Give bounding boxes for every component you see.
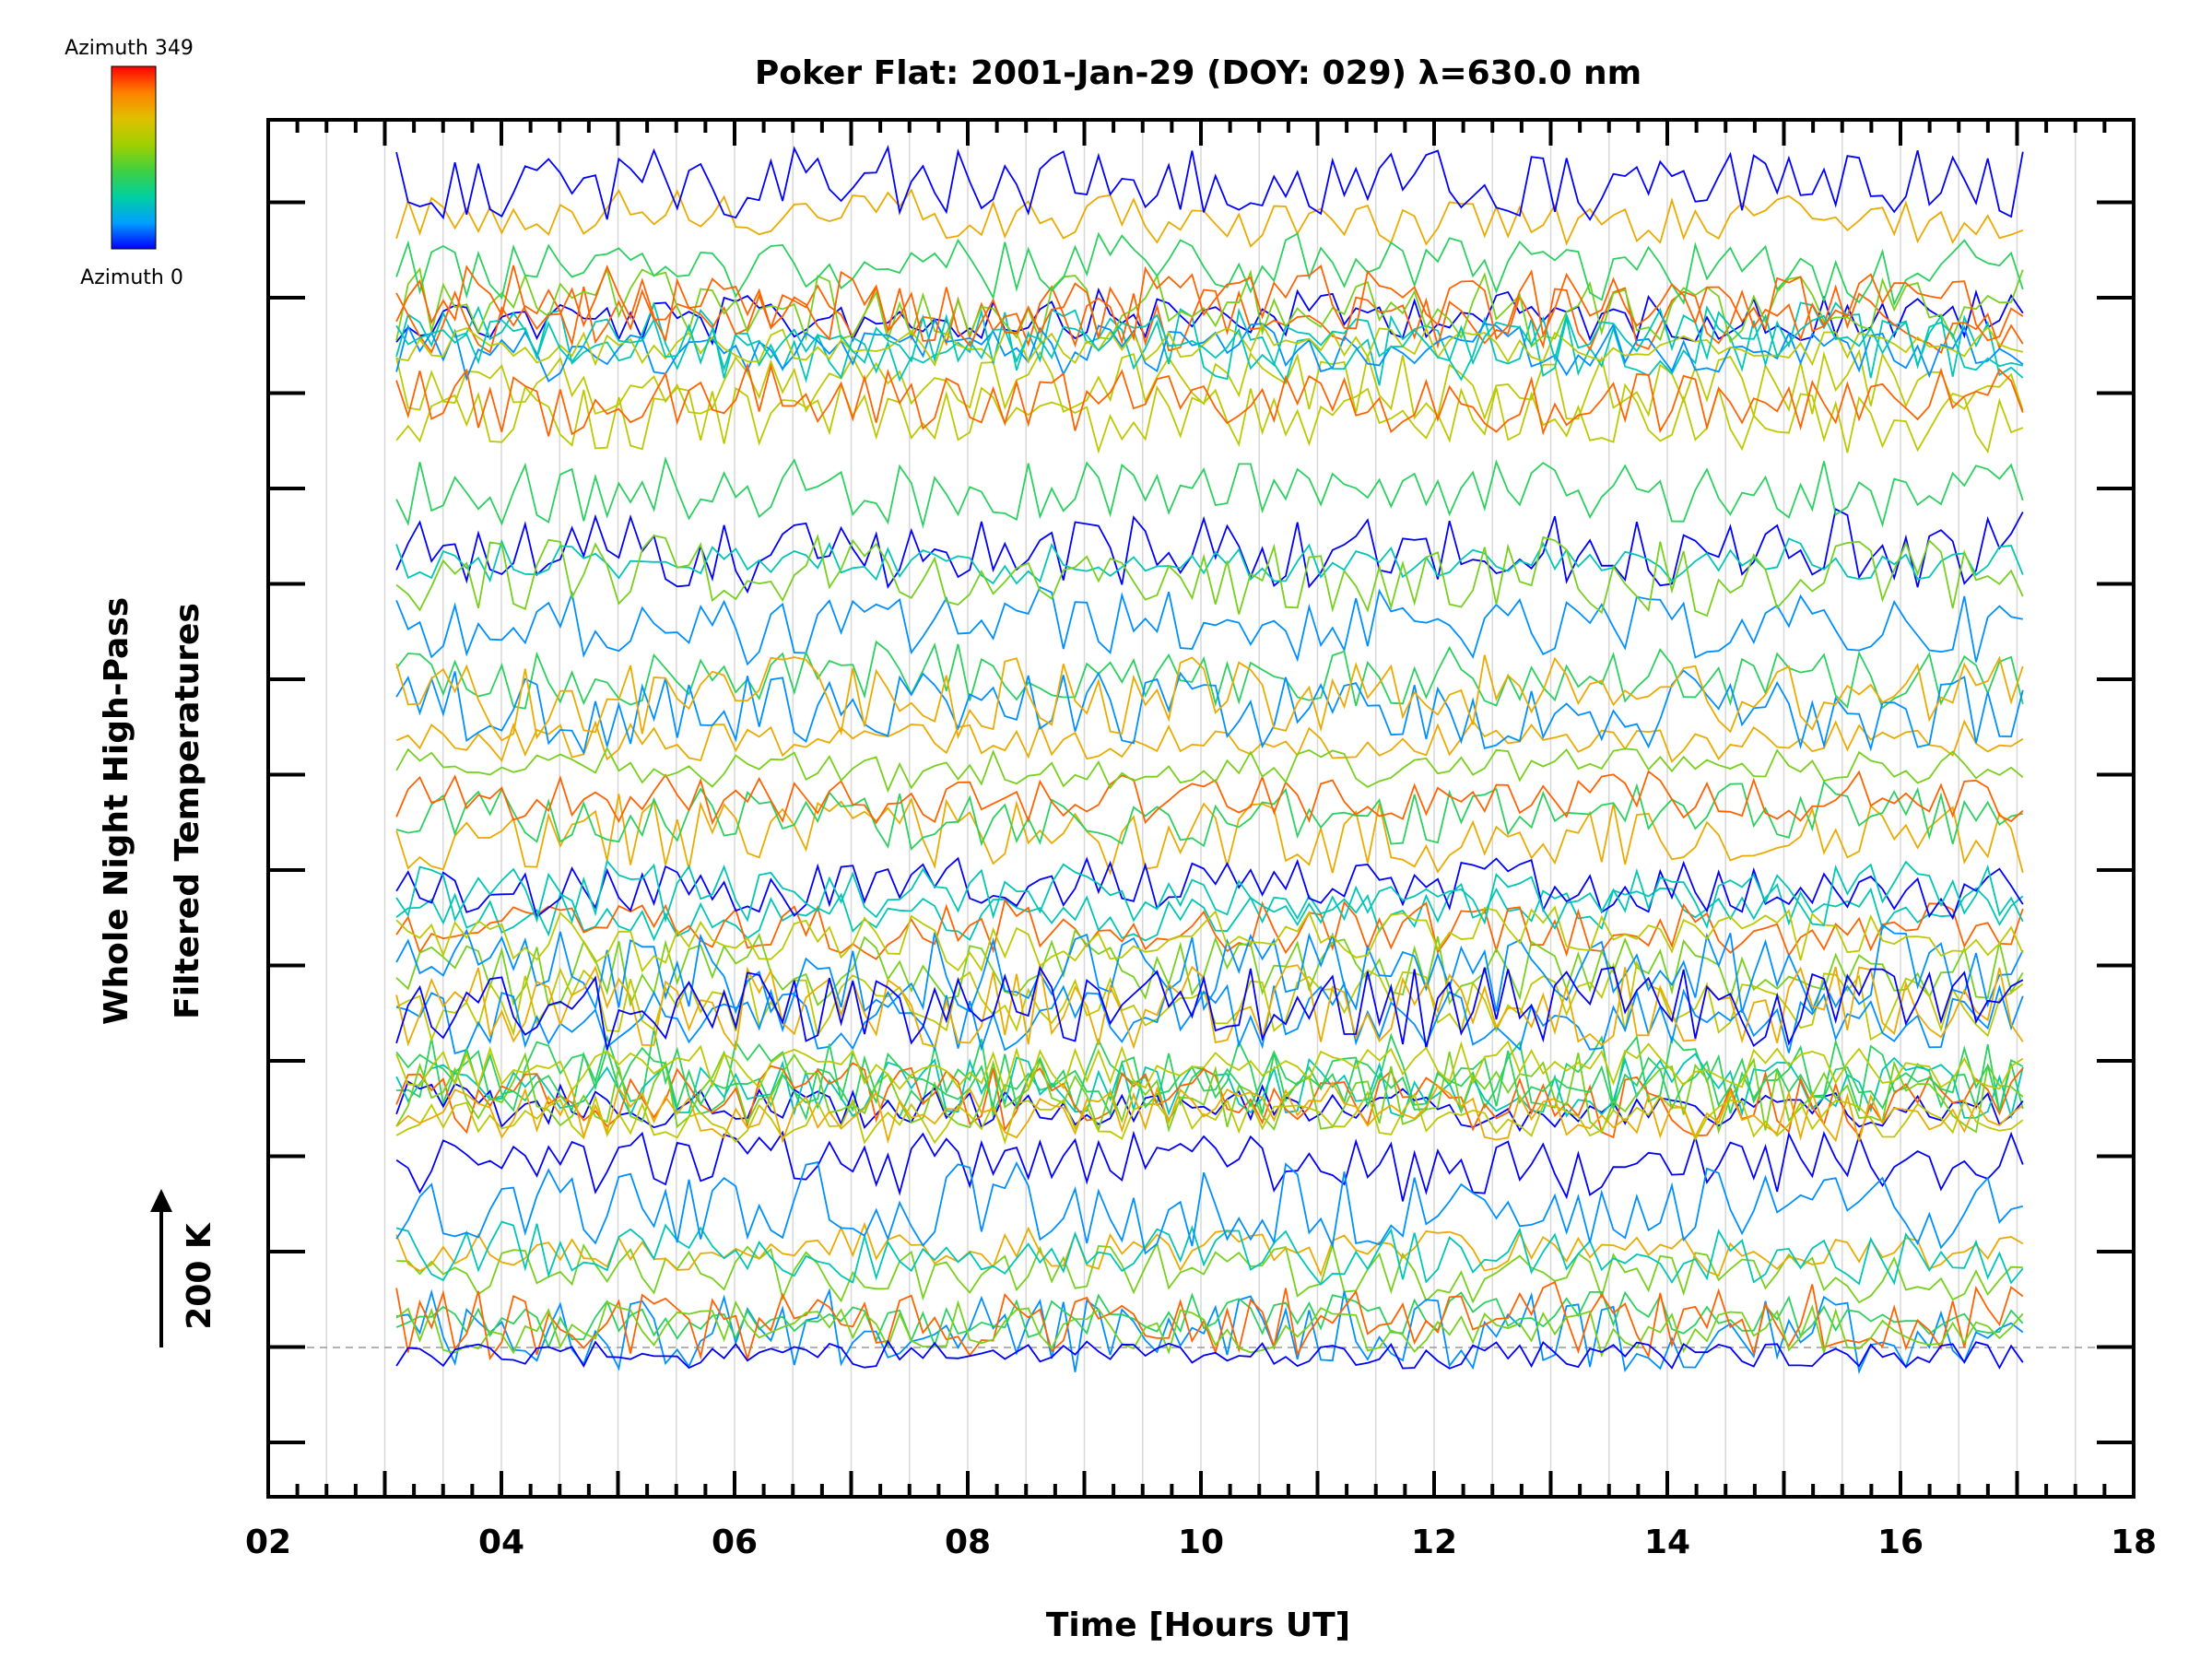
series-line — [395, 322, 2024, 367]
x-tick-labels: 02 04 06 08 10 12 14 16 18 — [245, 1524, 2157, 1561]
axis-ticks — [266, 120, 2136, 1497]
series-line — [395, 1160, 2024, 1255]
x-tick-label: 14 — [1644, 1524, 1690, 1561]
series-line — [395, 1090, 2024, 1145]
colorbar-top-label: Azimuth 349 — [65, 37, 194, 60]
series-line — [395, 654, 2024, 742]
series-line — [395, 1339, 2024, 1370]
x-tick-label: 18 — [2111, 1524, 2157, 1561]
series-line — [395, 719, 2024, 763]
series-line — [395, 928, 2024, 1008]
series-line — [395, 264, 2024, 347]
series-line — [395, 1040, 2024, 1094]
x-tick-label: 04 — [478, 1524, 524, 1561]
y-axis-label-line2: Filtered Temperatures — [169, 603, 206, 1019]
x-tick-label: 08 — [945, 1524, 991, 1561]
x-tick-label: 16 — [1877, 1524, 1924, 1561]
series-line — [395, 266, 2024, 348]
series-line — [395, 188, 2024, 248]
series-line — [395, 965, 2024, 1051]
series-line — [395, 1280, 2024, 1362]
azimuth-colorbar: Azimuth 349 Azimuth 0 — [65, 37, 194, 289]
series-line — [395, 770, 2024, 826]
x-tick-label: 02 — [245, 1524, 291, 1561]
series-line — [395, 669, 2024, 756]
scale-arrow-head — [150, 1189, 172, 1212]
series-line — [395, 1043, 2024, 1117]
x-tick-label: 06 — [712, 1524, 758, 1561]
series-line — [395, 533, 2024, 618]
series-line — [395, 1130, 2024, 1202]
series-line — [395, 964, 2024, 1051]
x-tick-label: 12 — [1411, 1524, 1457, 1561]
series-line — [395, 882, 2024, 942]
series-line — [395, 1300, 2024, 1359]
series-lines — [395, 145, 2024, 1375]
series-line — [395, 981, 2024, 1055]
series-line — [395, 1288, 2024, 1375]
series-line — [395, 456, 2024, 529]
series-line — [395, 301, 2024, 386]
series-line — [395, 307, 2024, 372]
temperature-scale-arrow: 200 K — [150, 1189, 218, 1347]
series-line — [395, 362, 2024, 437]
series-line — [395, 382, 2024, 454]
x-axis-label: Time [Hours UT] — [1046, 1606, 1350, 1644]
series-line — [395, 231, 2024, 307]
series-line — [395, 794, 2024, 877]
colorbar-bottom-label: Azimuth 0 — [80, 266, 183, 289]
series-line — [395, 1220, 2024, 1286]
series-line — [395, 746, 2024, 794]
series-line — [395, 1221, 2024, 1277]
series-line — [395, 317, 2024, 382]
series-line — [395, 640, 2024, 710]
series-line — [395, 1080, 2024, 1145]
series-line — [395, 780, 2023, 851]
series-line — [395, 1080, 2024, 1133]
series-line — [395, 898, 2024, 960]
scale-label: 200 K — [181, 1222, 218, 1330]
series-line — [395, 145, 2024, 221]
plot-area: 02 04 06 08 10 12 14 16 18 — [245, 118, 2157, 1561]
x-tick-label: 10 — [1178, 1524, 1224, 1561]
y-axis-label-line1: Whole Night High-Pass — [98, 597, 135, 1025]
series-line — [395, 924, 2024, 1015]
series-line — [395, 859, 2024, 930]
series-line — [395, 508, 2024, 594]
series-line — [395, 905, 2024, 973]
series-line — [395, 585, 2023, 666]
series-line — [395, 284, 2024, 355]
colorbar-gradient — [111, 65, 157, 250]
chart-title: Poker Flat: 2001-Jan-29 (DOY: 029) λ=630… — [755, 54, 1641, 92]
